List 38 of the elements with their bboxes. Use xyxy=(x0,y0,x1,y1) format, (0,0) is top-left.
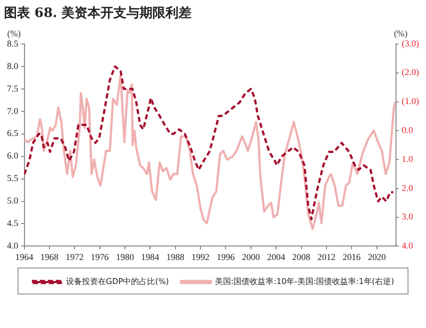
y-tick-label: 5.0 xyxy=(7,196,19,206)
x-tick-label: 1984 xyxy=(141,252,160,262)
y2-tick-label: 4.0 xyxy=(402,240,414,251)
x-tick-label: 2008 xyxy=(292,252,311,262)
x-tick-label: 2016 xyxy=(342,252,362,262)
y2-tick-label: (2.0) xyxy=(402,67,420,78)
y-tick-label: 4.0 xyxy=(7,240,19,251)
x-tick-label: 2000 xyxy=(242,252,260,262)
y2-tick-label: 0.0 xyxy=(402,125,414,136)
y2-tick-label: 2.0 xyxy=(402,182,414,193)
legend-label: 设备投资在GDP中的占比(%) xyxy=(66,277,169,286)
x-tick-label: 1964 xyxy=(15,252,34,262)
y2-tick-label: (1.0) xyxy=(402,96,420,106)
x-tick-label: 2004 xyxy=(267,252,286,262)
x-tick-label: 1992 xyxy=(192,252,210,262)
chart-title: 图表 68. 美资本开支与期限利差 xyxy=(4,4,192,22)
x-tick-label: 1972 xyxy=(66,252,84,262)
y-tick-label: 7.0 xyxy=(7,106,19,116)
x-tick-label: 1968 xyxy=(40,252,59,262)
x-tick-label: 1980 xyxy=(116,252,134,262)
y2-tick-label: 3.0 xyxy=(402,212,414,222)
x-tick-label: 2020 xyxy=(368,252,386,262)
x-tick-label: 2012 xyxy=(317,252,336,262)
x-tick-label: 1988 xyxy=(166,252,185,262)
y-tick-label: 8.5 xyxy=(7,38,19,48)
legend-label: 美国:国债收益率:10年-美国:国债收益率:1年(右逆) xyxy=(214,277,394,286)
y-tick-label: 4.5 xyxy=(7,218,19,228)
x-tick-label: 1996 xyxy=(216,252,236,262)
y-axis-title: (%) xyxy=(7,28,21,38)
y-tick-label: 6.5 xyxy=(7,128,19,138)
y-tick-label: 5.5 xyxy=(7,173,19,184)
x-tick-label: 1976 xyxy=(90,252,110,262)
y-tick-label: 8.0 xyxy=(7,60,19,71)
y2-tick-label: (3.0) xyxy=(402,38,420,48)
y2-axis-title: (%) xyxy=(394,28,408,38)
y-tick-label: 6.0 xyxy=(7,150,19,161)
y-tick-label: 7.5 xyxy=(7,83,19,94)
y2-tick-label: 1.0 xyxy=(402,154,414,164)
